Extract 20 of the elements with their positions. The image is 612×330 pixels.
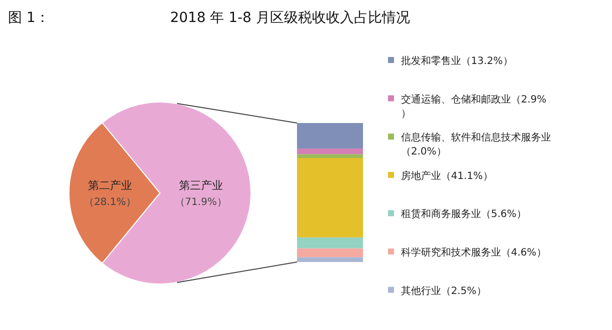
legend-label: 其他行业（2.5%）	[401, 284, 486, 297]
bar	[297, 248, 363, 258]
bar	[297, 237, 363, 248]
slice-label: 第三产业	[178, 179, 223, 192]
text: 2018 年 1-8 月区级税收收入占比情况	[170, 10, 410, 26]
legend-label: 信息传输、软件和信息技术服务业（2.0%）	[401, 132, 551, 158]
legend-label: 科学研究和技术服务业（4.6%）	[401, 246, 546, 258]
legend-label: 交通运输、仓储和邮政业（2.9%）	[401, 93, 546, 120]
bar	[297, 123, 363, 149]
bar	[297, 257, 363, 262]
data-label: （28.1%）	[84, 197, 136, 208]
legend-label: 批发和零售业（13.2%）	[401, 55, 513, 67]
slice-label: 第二产业	[88, 179, 132, 192]
data-label: （71.9%）	[175, 197, 227, 208]
caption: 图 1：	[8, 10, 50, 26]
legend-label: 租赁和商务服务业（5.6%）	[401, 208, 526, 220]
bar	[297, 158, 363, 238]
legend-label: 房地产业（41.1%）	[401, 170, 493, 182]
bar	[297, 148, 363, 154]
bar	[297, 154, 363, 158]
